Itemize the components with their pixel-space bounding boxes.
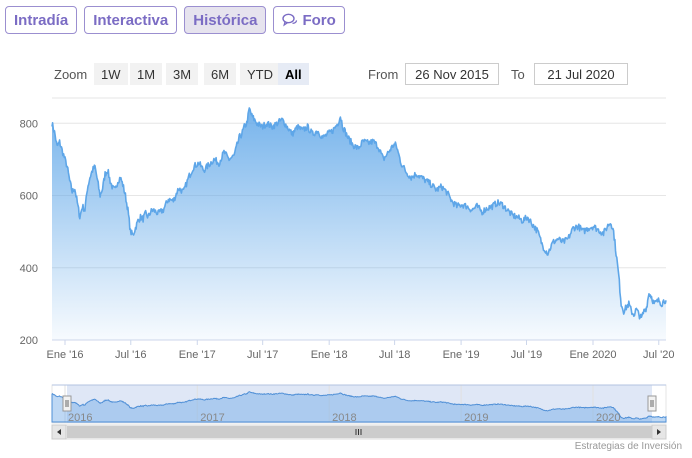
x-tick-label: Jul '16 <box>115 349 146 361</box>
zoom-all-button[interactable]: All <box>278 63 309 85</box>
y-tick-label: 200 <box>20 335 38 347</box>
navigator-year-label: 2016 <box>68 412 92 424</box>
scrollbar-grip-icon <box>355 429 362 435</box>
to-label: To <box>511 67 525 82</box>
navigator-year-label: 2018 <box>332 412 356 424</box>
zoom-3m-button[interactable]: 3M <box>166 63 199 85</box>
x-tick-label: Ene 2020 <box>569 349 616 361</box>
x-tick-label: Ene '16 <box>47 349 84 361</box>
navigator-area <box>51 391 667 423</box>
y-tick-label: 600 <box>20 191 38 203</box>
x-tick-label: Ene '18 <box>311 349 348 361</box>
zoom-1w-button[interactable]: 1W <box>94 63 128 85</box>
navigator-year-label: 2017 <box>200 412 224 424</box>
navigator-left-handle[interactable] <box>62 395 72 412</box>
zoom-ytd-button[interactable]: YTD <box>240 63 280 85</box>
tab-foro[interactable]: Foro <box>273 6 345 34</box>
x-tick-label: Jul '17 <box>247 349 278 361</box>
from-date-input[interactable]: 26 Nov 2015 <box>405 63 499 85</box>
x-tick-label: Ene '17 <box>179 349 216 361</box>
price-line <box>51 107 667 320</box>
tab-foro-label: Foro <box>302 11 336 29</box>
to-date-input[interactable]: 21 Jul 2020 <box>534 63 628 85</box>
chat-bubbles-icon <box>282 12 298 28</box>
tab-intradia[interactable]: Intradía <box>5 6 78 34</box>
x-tick-label: Jul '20 <box>643 349 674 361</box>
tab-historica[interactable]: Histórica <box>184 6 267 34</box>
scrollbar[interactable] <box>51 424 667 440</box>
from-label: From <box>368 67 399 82</box>
tab-interactiva[interactable]: Interactiva <box>84 6 178 34</box>
range-toolbar: Zoom 1W 1M 3M 6M YTD All From 26 Nov 201… <box>0 62 692 86</box>
x-tick-label: Ene '19 <box>443 349 480 361</box>
navigator[interactable]: 2016 2017 2018 2019 2020 <box>51 384 667 424</box>
y-axis: 200 400 600 800 <box>20 118 38 347</box>
tab-bar: Intradía Interactiva Histórica Foro <box>5 6 345 36</box>
tab-intradia-label: Intradía <box>14 11 69 29</box>
x-axis: Ene '16 Jul '16 Ene '17 Jul '17 Ene '18 Jul '… <box>47 340 674 361</box>
price-area <box>52 108 666 340</box>
scroll-right-button[interactable] <box>651 424 667 440</box>
scroll-left-button[interactable] <box>51 424 67 440</box>
navigator-right-handle[interactable] <box>647 395 657 412</box>
navigator-year-label: 2019 <box>464 412 488 424</box>
zoom-6m-button[interactable]: 6M <box>204 63 237 85</box>
zoom-label: Zoom <box>54 67 88 82</box>
zoom-1m-button[interactable]: 1M <box>130 63 163 85</box>
x-tick-label: Jul '18 <box>379 349 410 361</box>
navigator-year-label: 2020 <box>596 412 620 424</box>
x-tick-label: Jul '19 <box>511 349 542 361</box>
tab-interactiva-label: Interactiva <box>93 11 169 29</box>
navigator-selection[interactable] <box>67 385 652 423</box>
chart-credit[interactable]: Estrategias de Inversión <box>574 441 682 452</box>
y-tick-label: 400 <box>20 263 38 275</box>
scrollbar-thumb[interactable] <box>67 426 652 438</box>
y-tick-label: 800 <box>20 118 38 130</box>
navigator-labels: 2016 2017 2018 2019 2020 <box>68 412 620 424</box>
tab-historica-label: Histórica <box>193 11 258 29</box>
